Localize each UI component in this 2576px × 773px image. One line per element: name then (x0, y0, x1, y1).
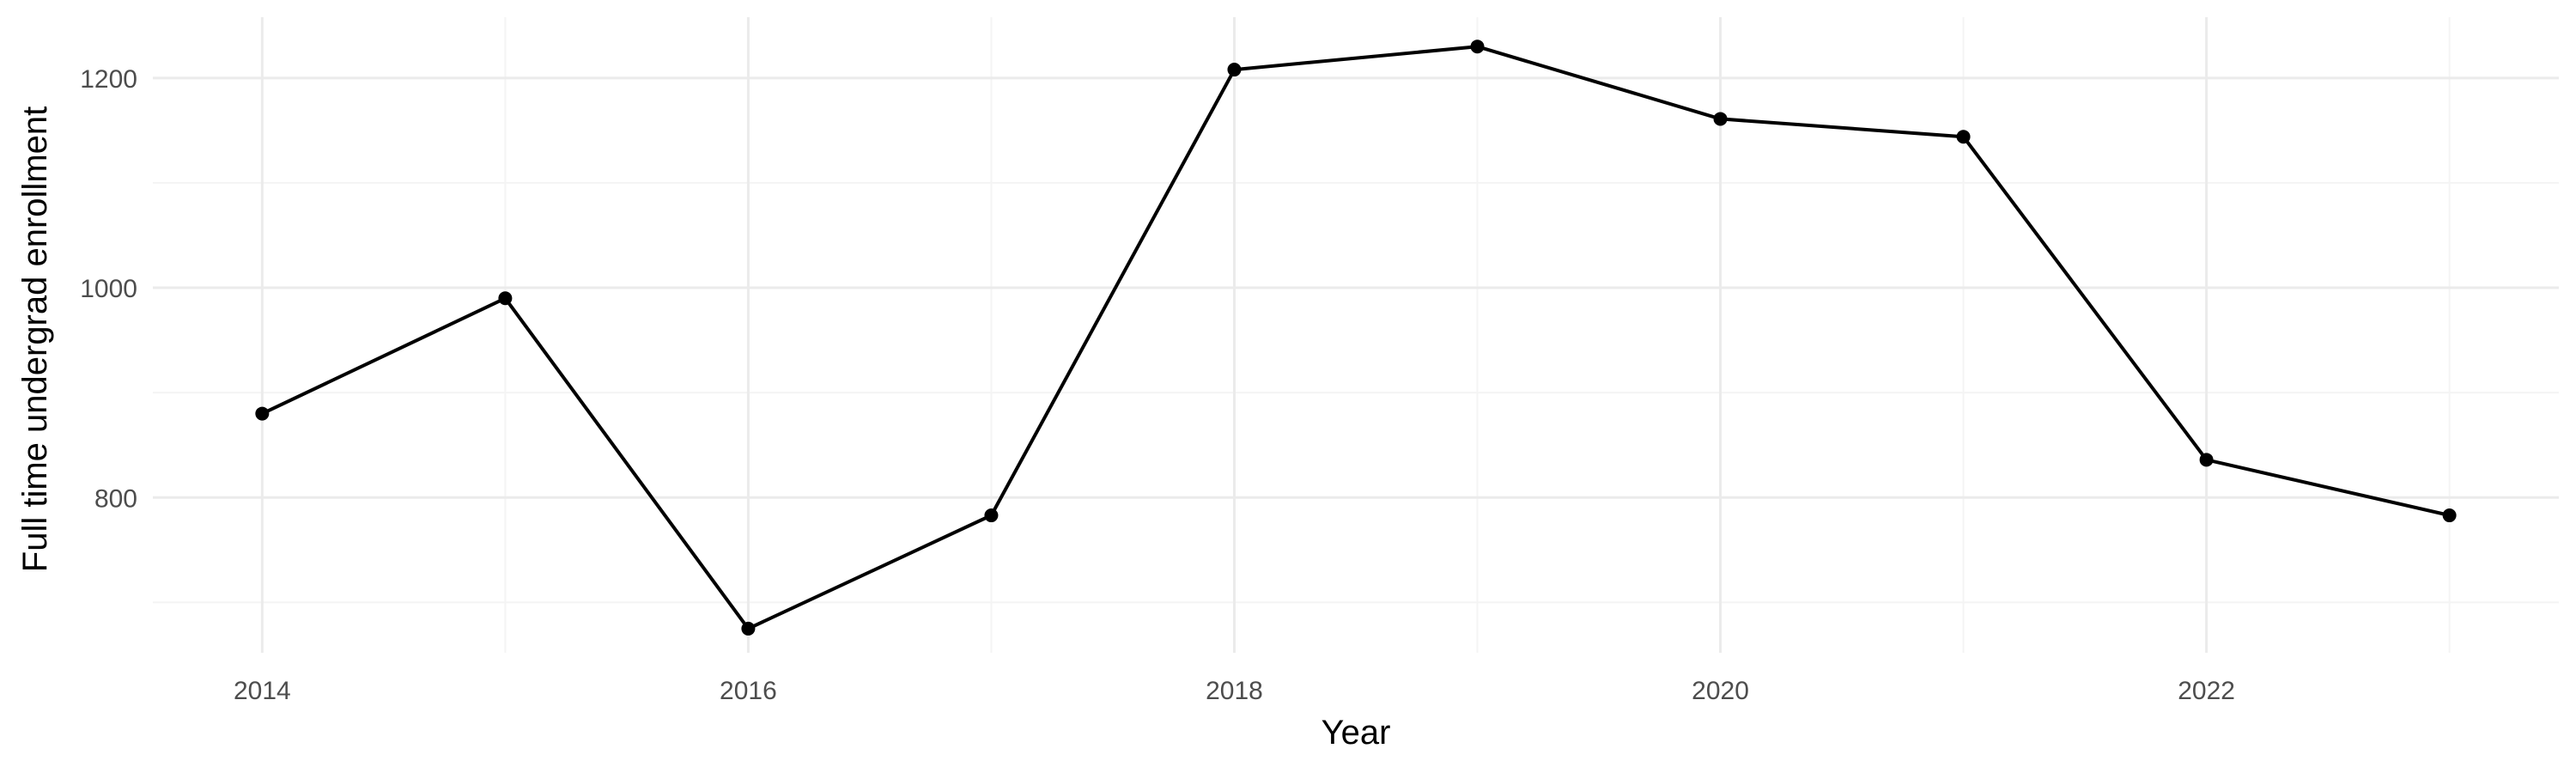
data-point (255, 406, 270, 421)
y-axis-tick-labels: 800 1000 1200 (80, 65, 137, 513)
y-tick-label: 800 (94, 484, 137, 513)
data-point (741, 621, 756, 636)
x-tick-label: 2014 (234, 677, 291, 705)
data-point (1956, 130, 1971, 144)
data-point (984, 508, 999, 523)
minor-gridlines (153, 17, 2559, 653)
y-axis-title: Full time undergrad enrollment (16, 107, 54, 572)
data-point (2199, 453, 2214, 467)
x-axis-tick-labels: 2014 2016 2018 2020 2022 (234, 677, 2235, 705)
data-point (1713, 112, 1728, 126)
data-point (2442, 508, 2457, 523)
x-tick-label: 2022 (2178, 677, 2235, 705)
x-tick-label: 2018 (1206, 677, 1263, 705)
y-tick-label: 1000 (80, 275, 137, 303)
y-tick-label: 1200 (80, 65, 137, 94)
data-point (1227, 63, 1242, 77)
data-point (498, 291, 513, 306)
x-tick-label: 2020 (1692, 677, 1749, 705)
plot-panel (153, 17, 2559, 653)
x-tick-label: 2016 (720, 677, 777, 705)
data-point (1470, 40, 1485, 54)
series-layer (255, 40, 2457, 636)
series-line (260, 45, 2451, 630)
x-axis-title: Year (1321, 714, 1391, 752)
